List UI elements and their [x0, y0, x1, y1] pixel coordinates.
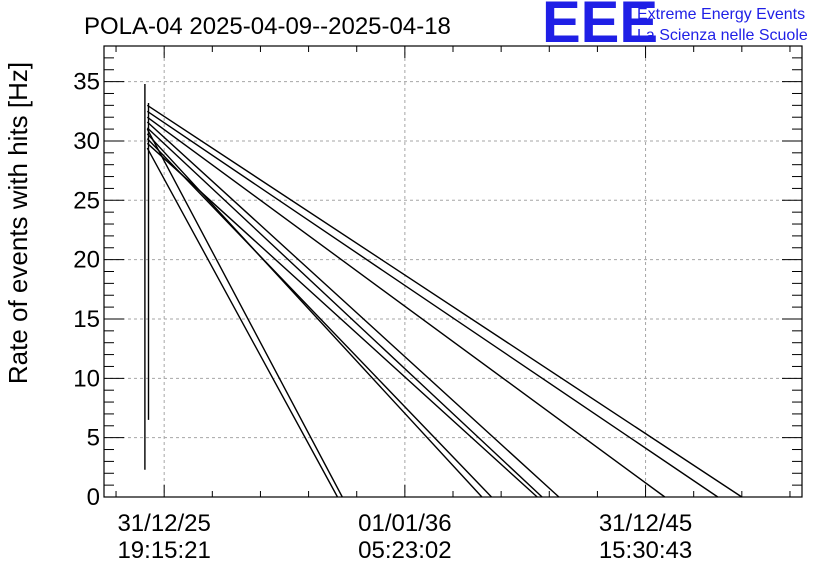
- plot-frame: [103, 45, 803, 498]
- y-tick-labels: 0 5 10 15 20 25 30 35: [73, 69, 100, 511]
- series-line-s1: [146, 104, 743, 498]
- y-tick-label: 30: [73, 128, 100, 155]
- x-tick-label-time: 15:30:43: [599, 537, 692, 564]
- y-tick-label: 0: [87, 484, 100, 511]
- x-tick-label-date: 31/12/45: [599, 510, 692, 537]
- series-line-s3: [146, 116, 666, 498]
- series-line-s10: [146, 128, 343, 498]
- eee-logo: EEE Extreme Energy Events La Scienza nel…: [542, 0, 808, 55]
- x-tick-label-date: 31/12/25: [117, 510, 210, 537]
- grid: [104, 46, 802, 497]
- x-tick-label-time: 19:15:21: [117, 537, 210, 564]
- y-tick-label: 10: [73, 365, 100, 392]
- series-line-s9: [146, 147, 339, 498]
- series-line-s7: [146, 138, 493, 498]
- y-tick-label: 5: [87, 425, 100, 452]
- plot-series: [144, 84, 743, 498]
- y-tick-label: 25: [73, 187, 100, 214]
- eee-logo-line1: Extreme Energy Events: [637, 6, 805, 23]
- y-tick-label: 35: [73, 69, 100, 96]
- chart-title: POLA-04 2025-04-09--2025-04-18: [84, 13, 451, 40]
- series-line-s4: [146, 121, 560, 498]
- x-tick-label-time: 05:23:02: [358, 537, 451, 564]
- y-tick-label: 20: [73, 247, 100, 274]
- axis-ticks: [104, 45, 802, 498]
- series-line-s8: [146, 142, 538, 498]
- y-axis-label: Rate of events with hits [Hz]: [3, 62, 33, 384]
- y-tick-label: 15: [73, 306, 100, 333]
- x-tick-label-date: 01/01/36: [358, 510, 451, 537]
- eee-logo-line2: La Scienza nelle Scuole: [637, 27, 808, 44]
- series-line-s2: [146, 110, 719, 498]
- series-line-s5: [146, 127, 543, 498]
